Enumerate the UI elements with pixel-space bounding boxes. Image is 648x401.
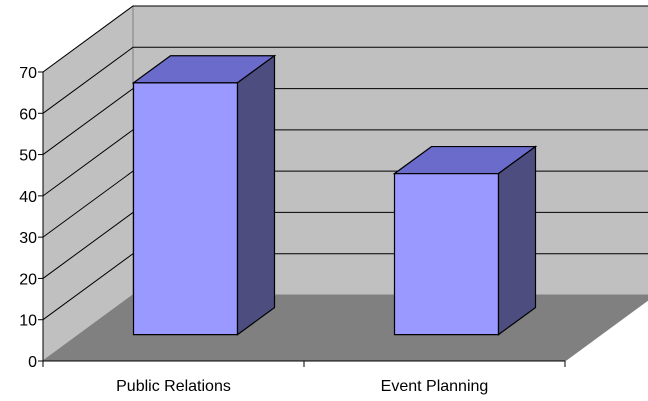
y-tick-label: 50 xyxy=(19,148,37,165)
y-tick-label: 70 xyxy=(19,65,37,82)
y-tick-label: 10 xyxy=(19,313,37,330)
bar xyxy=(392,145,538,336)
gridline xyxy=(42,5,648,73)
bar xyxy=(131,54,277,336)
y-tick-label: 0 xyxy=(28,354,37,371)
y-tick-label: 30 xyxy=(19,230,37,247)
bar-side xyxy=(236,54,276,336)
bar-side xyxy=(497,145,537,336)
bars xyxy=(131,54,538,336)
x-category-label: Public Relations xyxy=(116,378,231,395)
labels: 0 10 20 30 40 50 60 70 Public Relations Event Pla… xyxy=(19,65,488,395)
y-tick-label: 40 xyxy=(19,189,37,206)
bar-front xyxy=(132,82,239,336)
bar-front xyxy=(393,172,500,336)
y-tick-label: 20 xyxy=(19,271,37,288)
x-category-label: Event Planning xyxy=(381,378,489,395)
y-tick-label: 60 xyxy=(19,106,37,123)
axes xyxy=(38,71,566,367)
gridline xyxy=(42,46,648,114)
